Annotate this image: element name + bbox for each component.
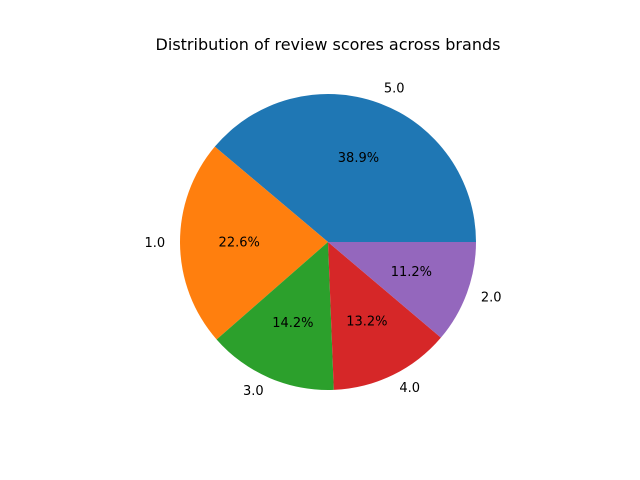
pie-slice xyxy=(328,242,441,390)
pie-slice xyxy=(180,146,328,340)
slice-label: 4.0 xyxy=(399,381,420,396)
pie-labels: 5.0 38.9% 1.0 22.6% 3.0 14.2% 4.0 13.2% 2.0 11.2% xyxy=(145,82,502,399)
pie-slices xyxy=(180,94,476,390)
slice-label: 5.0 xyxy=(384,82,405,97)
slice-percent-label: 11.2% xyxy=(391,265,432,280)
slice-percent-label: 13.2% xyxy=(346,314,387,329)
chart-title: Distribution of review scores across bra… xyxy=(156,35,501,54)
slice-percent-label: 22.6% xyxy=(219,235,260,250)
slice-label: 1.0 xyxy=(145,236,166,251)
pie-slice xyxy=(216,242,334,390)
pie-slice xyxy=(328,242,476,338)
slice-percent-label: 14.2% xyxy=(272,316,313,331)
slice-label: 3.0 xyxy=(243,384,264,399)
pie-slice xyxy=(214,94,476,243)
slice-label: 2.0 xyxy=(481,291,502,306)
slice-percent-label: 38.9% xyxy=(338,151,379,166)
